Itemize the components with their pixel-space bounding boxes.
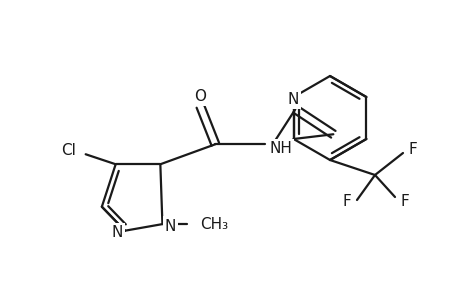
Text: F: F <box>400 194 409 208</box>
Text: N: N <box>287 92 298 107</box>
Text: N: N <box>111 225 123 240</box>
Text: NH: NH <box>269 141 291 156</box>
Text: CH₃: CH₃ <box>200 217 228 232</box>
Text: F: F <box>341 194 350 209</box>
Text: N: N <box>164 219 176 234</box>
Text: F: F <box>408 142 417 157</box>
Text: Cl: Cl <box>61 143 75 158</box>
Text: O: O <box>194 89 206 104</box>
